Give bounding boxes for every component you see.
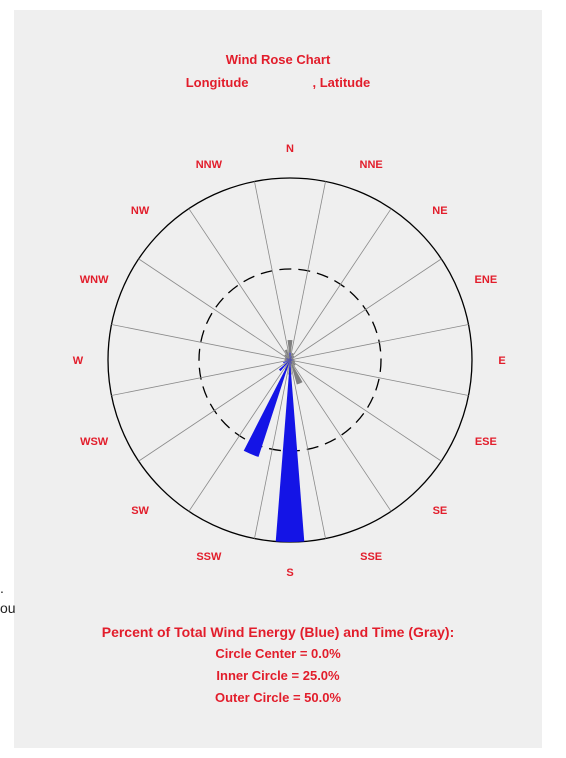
energy-bar bbox=[290, 360, 292, 361]
energy-bar bbox=[286, 359, 290, 361]
left-edge-line: . bbox=[0, 580, 4, 596]
energy-bar bbox=[288, 358, 290, 360]
time-bar bbox=[290, 360, 296, 363]
direction-label: SSW bbox=[196, 551, 222, 563]
energy-bar bbox=[286, 358, 290, 360]
inner-circle-label: Inner Circle = 25.0% bbox=[216, 668, 340, 683]
spoke-line bbox=[289, 208, 392, 361]
spoke-line bbox=[254, 359, 291, 539]
direction-label: NW bbox=[131, 205, 150, 217]
time-bar bbox=[284, 354, 290, 360]
direction-label: N bbox=[286, 143, 294, 155]
direction-label: ENE bbox=[475, 274, 498, 286]
chart-title: Wind Rose Chart bbox=[225, 52, 331, 67]
time-bar bbox=[290, 352, 294, 360]
spoke-line bbox=[111, 324, 291, 361]
energy-bar bbox=[290, 360, 292, 362]
direction-label: SW bbox=[131, 505, 149, 517]
energy-bar bbox=[290, 356, 292, 360]
longitude-label: Longitude bbox=[185, 75, 249, 90]
energy-bar bbox=[278, 360, 290, 372]
center-circle-label: Circle Center = 0.0% bbox=[215, 646, 341, 661]
chart-caption: Percent of Total Wind Energy (Blue) and … bbox=[101, 624, 455, 640]
time-bar bbox=[284, 357, 290, 360]
direction-label: ESE bbox=[475, 436, 497, 448]
spoke-line bbox=[289, 359, 469, 396]
direction-label: NNW bbox=[196, 159, 223, 171]
spoke-line bbox=[289, 181, 326, 361]
left-edge-line: ou bbox=[0, 600, 16, 616]
time-bar bbox=[284, 349, 290, 360]
energy-bar bbox=[290, 359, 292, 360]
spoke-line bbox=[254, 181, 291, 361]
spoke-line bbox=[289, 359, 442, 462]
outer-circle-label: Outer Circle = 50.0% bbox=[214, 690, 342, 705]
spoke-line bbox=[111, 359, 291, 396]
time-bar bbox=[287, 339, 293, 360]
direction-label: W bbox=[73, 355, 84, 367]
spoke-line bbox=[188, 359, 291, 512]
energy-bar bbox=[290, 358, 292, 360]
energy-bar bbox=[290, 360, 292, 364]
direction-label: WSW bbox=[80, 436, 109, 448]
time-bar bbox=[290, 358, 294, 360]
direction-label: NE bbox=[432, 205, 447, 217]
coordinates-line: Longitude , Latitude bbox=[14, 75, 542, 90]
time-bar bbox=[284, 360, 290, 371]
left-edge-text: . ou bbox=[0, 578, 24, 618]
energy-bar bbox=[275, 360, 305, 543]
time-bar bbox=[290, 360, 296, 366]
spoke-line bbox=[289, 324, 469, 361]
direction-label: E bbox=[498, 355, 505, 367]
energy-bar bbox=[243, 360, 290, 457]
latitude-label: , Latitude bbox=[312, 75, 371, 90]
energy-bar bbox=[289, 352, 291, 360]
chart-panel bbox=[14, 10, 542, 748]
direction-label: S bbox=[286, 567, 293, 579]
spoke-line bbox=[289, 359, 326, 539]
spoke-line bbox=[289, 258, 442, 361]
energy-bar bbox=[283, 360, 290, 364]
time-bar bbox=[290, 360, 303, 385]
spoke-line bbox=[188, 208, 291, 361]
time-bar bbox=[286, 360, 290, 362]
direction-label: SSE bbox=[360, 551, 382, 563]
direction-label: SE bbox=[433, 505, 448, 517]
spoke-line bbox=[138, 258, 291, 361]
direction-label: WNW bbox=[80, 274, 109, 286]
energy-bar bbox=[289, 358, 290, 360]
direction-label: NNE bbox=[360, 159, 383, 171]
spoke-line bbox=[289, 359, 392, 512]
spoke-line bbox=[138, 359, 291, 462]
